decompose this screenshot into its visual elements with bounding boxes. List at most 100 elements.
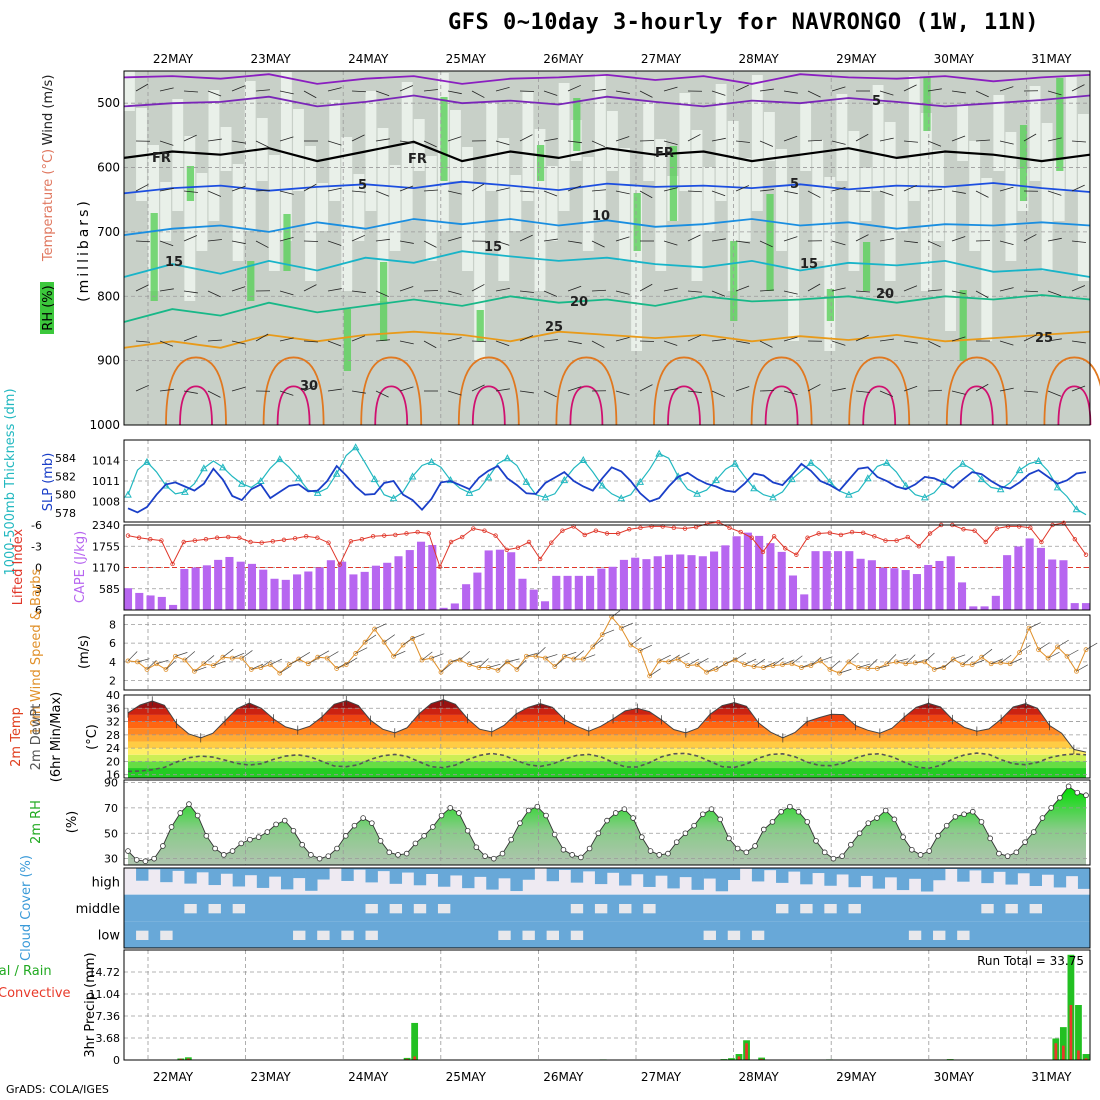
wind10-marker (324, 655, 330, 661)
li-marker (549, 540, 554, 545)
wind10-barb (602, 629, 615, 636)
cloud-cell (860, 868, 873, 876)
wind-barb (447, 90, 462, 95)
wind-barb (879, 390, 894, 397)
wind10-marker (580, 656, 586, 662)
wind-barb (951, 90, 966, 94)
rh-marker (438, 812, 445, 819)
cape-bar (1025, 538, 1034, 610)
cloud-row-label: low (98, 929, 121, 944)
rh-shade-low (1053, 160, 1065, 221)
wind10-barb (184, 651, 196, 661)
wind10-barb (564, 651, 577, 657)
wind10-marker (353, 651, 359, 656)
contour-label: 5 (790, 177, 799, 192)
cloud-cell (594, 868, 608, 885)
rh-marker (316, 855, 323, 862)
li-marker (148, 536, 153, 542)
wind-barb (303, 384, 317, 392)
wind-barb (1047, 338, 1062, 342)
cape-bar (191, 567, 200, 610)
wind-barb (639, 283, 653, 292)
cloud-cell (389, 868, 403, 884)
cape-bar (540, 601, 550, 610)
dewpt-axis-label: 2m DewPt (29, 704, 44, 771)
wind10-barb (858, 663, 871, 668)
wind10-marker (1055, 644, 1060, 650)
wind-barb (1023, 133, 1037, 142)
wind10-barb (450, 657, 463, 663)
wind10-barb (791, 655, 803, 665)
wind-barb (999, 387, 1014, 392)
rh-label: RH (%) (41, 285, 56, 330)
li-marker (783, 546, 788, 551)
wind10-marker (457, 657, 463, 663)
slp-tick: 1011 (92, 475, 120, 488)
thickness-marker (882, 458, 891, 466)
rh-marker (456, 810, 462, 816)
cloud-cell (1041, 868, 1055, 875)
day-label-bottom: 26MAY (543, 1070, 584, 1084)
cloud-cell (1017, 868, 1030, 874)
wind10-marker (656, 658, 662, 664)
cape-bar (304, 571, 313, 610)
wind-barb (903, 84, 917, 92)
wind-barb (231, 286, 246, 292)
li-marker (326, 540, 331, 545)
rh-marker (490, 855, 497, 862)
cloud-cell (522, 868, 535, 880)
rh-shade-low (848, 131, 860, 271)
wind-barb (543, 190, 558, 197)
rh-marker (229, 848, 236, 854)
wind10-barb (469, 660, 482, 666)
rh-marker (569, 852, 575, 858)
li-marker (861, 530, 866, 535)
wind-barb (567, 84, 581, 92)
wind-barb (951, 390, 966, 395)
wind-barb (975, 190, 989, 198)
wind10-barb (763, 661, 776, 668)
wind10-marker (467, 662, 472, 668)
wind-barb (831, 287, 846, 292)
rh-shade-low (317, 183, 329, 231)
wind10-panel: 2 4 6 8 10m Wind Speed & Barbs (m/s) (29, 569, 1098, 735)
rh-marker (560, 846, 567, 853)
cloud-gap (365, 930, 378, 940)
cape-bar (1059, 560, 1068, 610)
wind10-marker (742, 662, 747, 668)
wind-barb (759, 140, 774, 147)
wind10-barb (668, 654, 680, 663)
day-label-top: 24MAY (348, 52, 389, 66)
li-marker (682, 526, 688, 531)
rh-shade-low (329, 100, 341, 201)
temp-tick: 20 (106, 755, 120, 768)
wind10-barb (1066, 649, 1079, 657)
cape-bar (811, 551, 820, 610)
wind10-barb (526, 652, 539, 657)
wind10-marker (675, 656, 681, 662)
wind10-barb (905, 654, 916, 665)
cloud-cell (679, 868, 692, 878)
wind-barb (927, 88, 942, 92)
cloud-gap (933, 930, 946, 940)
isotherm--10 (123, 73, 1091, 85)
wind-barb (663, 86, 678, 92)
li-marker (248, 539, 253, 545)
convective-bar (1062, 1045, 1065, 1060)
wind-barb (567, 386, 582, 392)
wind-barb (543, 238, 558, 242)
thickness-marker (1034, 456, 1043, 464)
wind-barb (615, 90, 630, 94)
wind-barb (543, 90, 558, 96)
isotherm-35-arc (1057, 385, 1092, 426)
rh-tick: 90 (104, 777, 118, 790)
cloud-gap (570, 904, 584, 914)
rh-shade-low (751, 75, 763, 211)
wind10-marker (561, 653, 567, 659)
wind10-marker (590, 644, 596, 650)
wind-barb (1047, 90, 1062, 96)
wind10-marker (855, 665, 861, 670)
wind-barb (471, 90, 485, 98)
cloud-row-low (124, 921, 1090, 948)
rh-marker (839, 853, 845, 859)
